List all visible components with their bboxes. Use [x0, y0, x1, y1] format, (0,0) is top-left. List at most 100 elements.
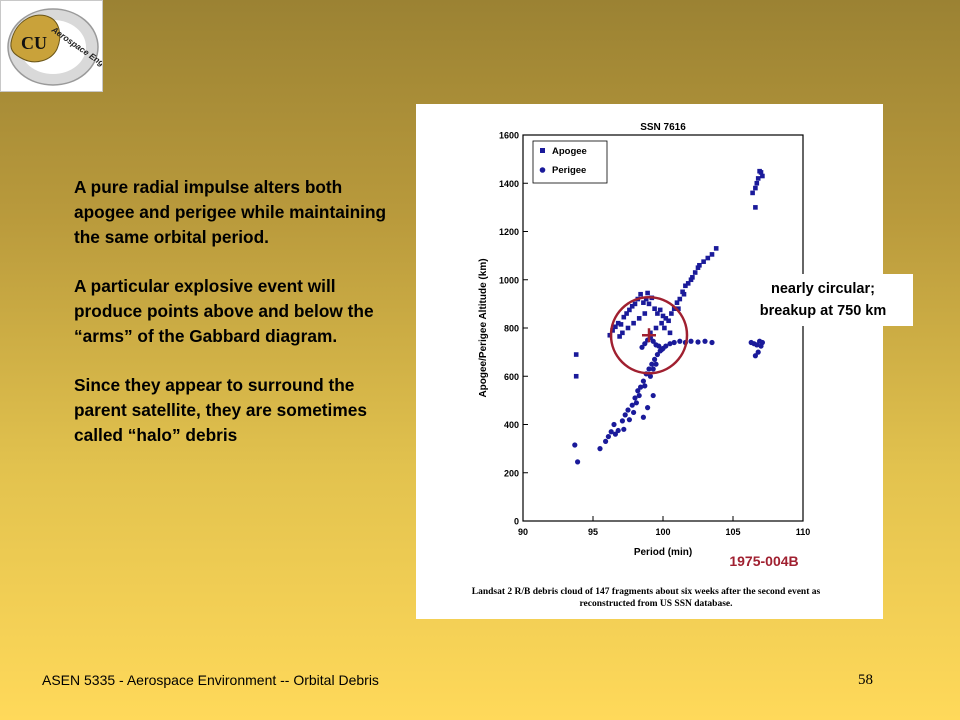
- apogee-point: [617, 334, 622, 339]
- perigee-point: [677, 338, 683, 344]
- perigee-point: [642, 383, 648, 389]
- legend-perigee-label: Perigee: [552, 165, 586, 176]
- apogee-point: [758, 170, 764, 175]
- perigee-point: [611, 421, 617, 428]
- perigee-point: [629, 402, 635, 408]
- x-tick-label: 105: [725, 527, 740, 537]
- perigee-point: [626, 417, 632, 423]
- apogee-point: [641, 300, 646, 305]
- apogee-point: [760, 173, 765, 179]
- apogee-point: [671, 306, 677, 311]
- y-tick-label: 200: [504, 468, 519, 478]
- footer-course-title: ASEN 5335 - Aerospace Environment -- Orb…: [42, 672, 379, 688]
- x-tick-label: 110: [796, 527, 811, 537]
- perigee-point: [649, 361, 655, 367]
- apogee-point: [753, 205, 758, 210]
- cu-aerospace-logo: CU Aerospace Engineering: [0, 0, 134, 92]
- apogee-point: [709, 252, 715, 257]
- apogee-point: [753, 185, 758, 191]
- apogee-point: [657, 307, 663, 313]
- logo-badge-text: CU: [21, 33, 47, 53]
- apogee-point: [681, 291, 687, 297]
- apogee-point: [652, 306, 657, 311]
- apogee-point: [663, 316, 669, 321]
- y-tick-label: 600: [504, 372, 519, 382]
- apogee-point: [573, 352, 579, 357]
- apogee-point: [705, 255, 711, 261]
- object-designation-label: 1975-004B: [729, 553, 798, 569]
- bullet-text-block: A pure radial impulse alters both apogee…: [74, 175, 404, 472]
- apogee-point: [646, 301, 652, 307]
- perigee-point: [755, 349, 761, 355]
- apogee-point: [676, 306, 681, 311]
- perigee-point: [635, 388, 641, 394]
- apogee-point: [642, 311, 648, 316]
- gabbard-diagram: 0 200 400 600 800 1000 1200 1400 1600 90 95 100 105…: [472, 122, 821, 609]
- perigee-point: [650, 366, 656, 372]
- chart-title: SSN 7616: [640, 122, 686, 133]
- perigee-point: [625, 407, 631, 413]
- perigee-point: [642, 341, 648, 347]
- y-tick-label: 0: [514, 517, 519, 527]
- apogee-point: [653, 325, 659, 331]
- perigee-point: [621, 426, 627, 432]
- perigee-point: [619, 418, 625, 424]
- parent-satellite-highlight-circle: [609, 295, 689, 375]
- perigee-point: [622, 412, 628, 418]
- perigee-point: [652, 356, 658, 362]
- bullet-halo-debris: Since they appear to surround the parent…: [74, 375, 367, 445]
- y-tick-label: 1000: [499, 275, 519, 285]
- apogee-point: [669, 311, 674, 316]
- apogee-point: [701, 259, 706, 264]
- perigee-point: [645, 405, 651, 411]
- legend-box: [532, 140, 608, 184]
- apogee-point: [636, 316, 642, 321]
- perigee-point: [650, 338, 656, 344]
- apogee-point: [677, 296, 683, 302]
- perigee-point: [646, 366, 652, 372]
- apogee-point: [750, 190, 755, 196]
- legend-perigee-marker: [539, 167, 546, 173]
- perigee-point: [754, 342, 760, 348]
- perigee-point: [656, 343, 662, 349]
- apogee-point: [643, 296, 649, 302]
- perigee-point: [603, 438, 609, 444]
- y-axis-label: Apogee/Perigee Altitude (km): [478, 258, 489, 397]
- y-tick-label: 1600: [499, 131, 519, 141]
- gabbard-diagram-panel: 0 200 400 600 800 1000 1200 1400 1600 90 95 100 105…: [416, 104, 883, 619]
- apogee-point: [713, 246, 719, 251]
- apogee-point: [613, 324, 618, 330]
- apogee-point: [674, 300, 680, 305]
- breakup-annotation: nearly circular; breakup at 750 km: [733, 274, 913, 326]
- apogee-point: [667, 330, 673, 336]
- chart-caption-line-2: reconstructed from US SSN database.: [580, 599, 733, 609]
- apogee-point: [690, 275, 695, 280]
- legend-apogee-label: Apogee: [552, 146, 587, 157]
- perigee-point: [667, 341, 673, 347]
- perigee-point: [575, 459, 581, 465]
- perigee-point: [647, 373, 653, 379]
- parent-satellite-cross-marker: [642, 328, 656, 343]
- apogee-point: [655, 311, 660, 316]
- bullet-radial-impulse: A pure radial impulse alters both apogee…: [74, 177, 387, 247]
- apogee-point: [621, 314, 627, 320]
- slide-page-number: 58: [858, 672, 873, 688]
- perigee-point: [695, 339, 701, 345]
- x-tick-label: 100: [655, 527, 670, 537]
- perigee-point: [640, 414, 646, 420]
- logo-graphic: CU Aerospace Engineering: [7, 8, 134, 88]
- perigee-point: [752, 353, 758, 359]
- y-tick-label: 400: [504, 420, 519, 430]
- perigee-point: [653, 361, 659, 367]
- perigee-point: [636, 392, 642, 399]
- perigee-point: [688, 338, 694, 344]
- apogee-point: [660, 313, 666, 319]
- x-tick-label: 90: [518, 527, 528, 537]
- perigee-point: [709, 339, 715, 346]
- apogee-point: [688, 277, 694, 283]
- annotation-line-1: nearly circular;: [771, 281, 875, 297]
- apogee-point: [620, 330, 625, 336]
- perigee-point: [605, 433, 611, 440]
- perigee-point: [663, 343, 669, 349]
- apogee-point: [754, 180, 760, 186]
